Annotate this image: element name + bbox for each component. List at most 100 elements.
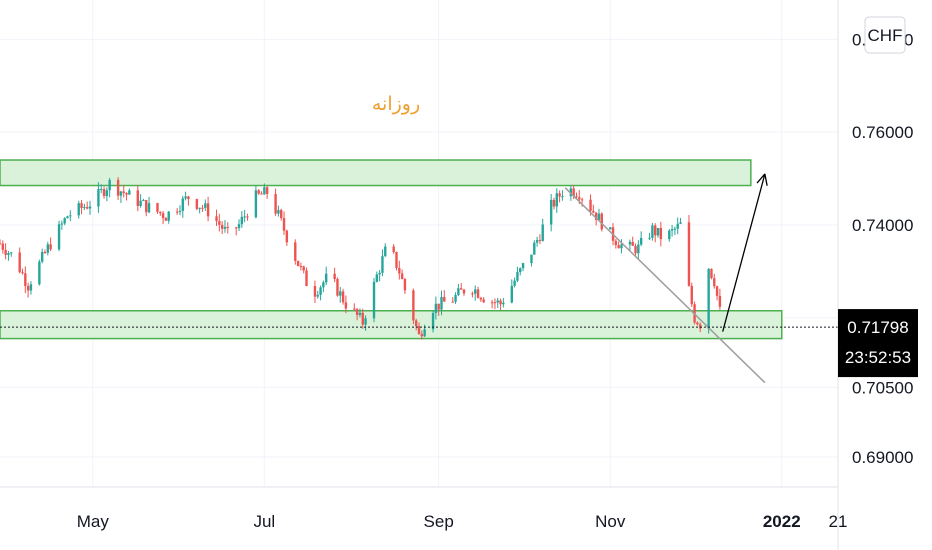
candle-body [676,223,679,229]
candle-body [648,237,651,239]
candle-body [656,227,660,236]
candle-body [355,309,359,315]
candle-body [617,245,620,249]
candle-body [122,191,125,194]
candle-body [637,244,640,254]
time-scale[interactable]: May Jul Sep Nov 2022 21 [0,486,847,531]
candle-body [651,225,654,238]
candle-body [353,308,356,310]
candle-body [499,300,502,305]
candle-body [572,188,575,197]
candle-body [459,288,463,290]
candle-body [339,291,342,296]
candle-body [302,266,305,271]
currency-badge[interactable]: CHF [864,16,906,54]
candle-body [476,289,480,298]
candle-body [437,303,440,310]
candle-body [561,196,564,198]
candle-body [139,200,142,206]
candles [0,177,722,340]
candle-body [246,216,249,218]
y-tick-label: 0.76000 [852,123,913,142]
candle-body [358,312,362,315]
candle-body [398,267,401,274]
candle-body [1,243,5,250]
candle-body [265,187,269,195]
candle-body [414,320,418,327]
candle-body [535,240,539,243]
x-tick-label: Sep [424,512,454,531]
candle-body [558,193,561,197]
candle-body [313,286,317,297]
candle-body [423,329,426,337]
candle-body [673,228,677,230]
candle-body [142,200,145,202]
candle-body [614,240,618,246]
candle-body [713,278,716,287]
candle-body [161,213,165,219]
x-tick-label: Jul [253,512,275,531]
zone-resistance[interactable] [0,159,752,187]
candle-body [46,244,50,253]
candle-body [372,281,376,319]
projection-arrowhead [756,173,766,184]
candle-body [220,224,224,229]
candle-body [88,206,92,209]
candle-body [600,213,603,230]
candle-body [195,199,199,209]
projection-arrow[interactable] [722,173,766,332]
candle-body [479,297,483,300]
candle-body [119,191,123,196]
candle-body [294,242,297,261]
zone-support[interactable] [0,310,783,340]
candle-body [66,216,69,219]
candle-body [100,189,103,191]
price-scale[interactable]: 0.690000.705000.720000.740000.760000.780… [837,0,913,550]
candle-body [392,246,395,253]
candle-body [333,273,336,280]
x-tick-label: 2022 [763,512,801,531]
candle-body [102,189,106,197]
candle-body [375,274,379,282]
candle-body [631,241,634,246]
candle-body [549,199,553,225]
trendline[interactable] [564,187,766,384]
candle-body [60,223,64,225]
candle-body [85,207,89,209]
candle-body [344,302,348,309]
candle-body [164,218,168,221]
candle-body [412,290,415,321]
candle-body [4,249,7,255]
candle-body [533,242,536,255]
candle-body [715,286,719,296]
candle-body [243,216,246,218]
candle-body [510,285,513,303]
candle-body [69,215,72,217]
candle-body [43,251,47,253]
candle-body [471,293,474,295]
candle-body [530,254,533,264]
candle-body [206,203,210,217]
candle-body [659,227,663,240]
candle-body [285,230,289,243]
candle-body [670,229,674,231]
candle-body [592,210,595,213]
candle-body [364,318,367,325]
candle-body [341,291,345,303]
candle-body [400,273,404,280]
candle-body [325,273,328,283]
candle-body [282,218,286,231]
candle-body [49,244,52,250]
candle-body [555,193,558,207]
candle-body [634,245,637,254]
zones [0,159,783,340]
candle-body [578,197,581,200]
candle-body [420,334,424,337]
candle-body [187,196,190,200]
candle-body [178,210,182,212]
candle-body [457,288,460,296]
candle-body [679,222,682,224]
candle-body [18,252,21,273]
candle-body [40,251,44,262]
